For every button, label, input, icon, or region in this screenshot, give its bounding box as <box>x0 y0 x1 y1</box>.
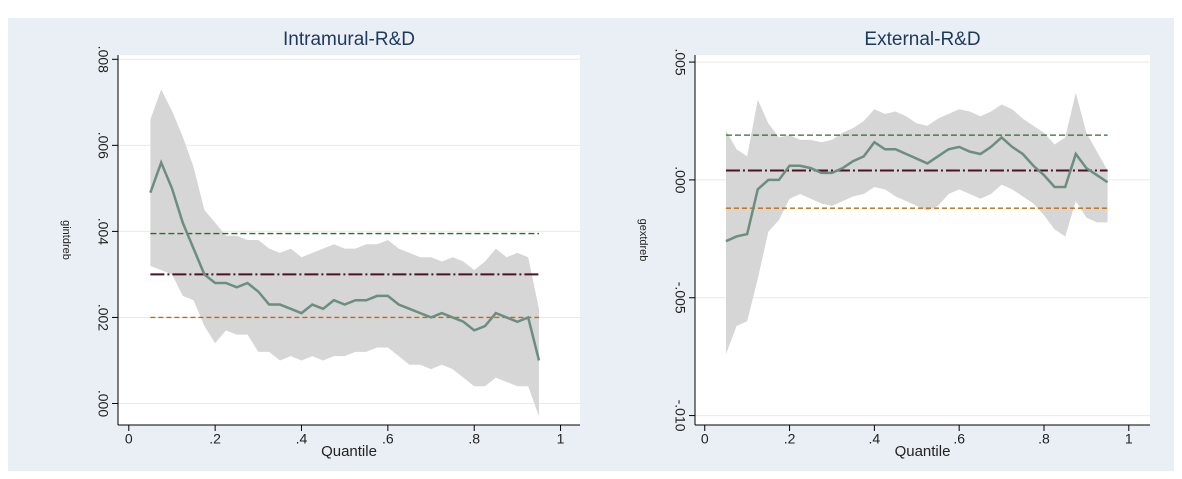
x-tick-label: .2 <box>784 431 796 447</box>
y-tick-label: .005 <box>672 48 688 75</box>
y-tick-label: -.005 <box>672 282 688 314</box>
y-axis-title: gextdreb <box>637 219 649 262</box>
y-tick-label: .008 <box>95 46 111 73</box>
x-tick-label: .8 <box>468 431 480 447</box>
y-tick-label: .000 <box>672 166 688 193</box>
y-tick-label: .006 <box>95 132 111 159</box>
x-tick-label: 0 <box>701 431 709 447</box>
x-tick-label: .8 <box>1038 431 1050 447</box>
x-axis-title: Quantile <box>321 443 377 460</box>
chart-title: External-R&D <box>864 29 980 50</box>
x-axis-title: Quantile <box>895 443 951 460</box>
x-tick-label: 1 <box>1125 431 1133 447</box>
x-tick-label: 1 <box>557 431 565 447</box>
x-tick-label: .4 <box>296 431 308 447</box>
estimate-line <box>725 135 1109 243</box>
y-tick-label: .000 <box>95 390 111 417</box>
y-axis-title: gintdreb <box>60 220 72 260</box>
estimate-line <box>149 159 541 361</box>
x-tick-label: 0 <box>125 431 133 447</box>
y-tick-label: -.010 <box>672 400 688 432</box>
x-tick-label: .2 <box>209 431 221 447</box>
confidence-band <box>150 89 539 417</box>
x-tick-label: .6 <box>953 431 965 447</box>
x-tick-label: .4 <box>869 431 881 447</box>
chart-title: Intramural-R&D <box>283 29 415 50</box>
x-tick-label: .6 <box>382 431 394 447</box>
confidence-band <box>725 92 1108 355</box>
y-tick-label: .004 <box>95 218 111 245</box>
y-tick-label: .002 <box>95 304 111 331</box>
